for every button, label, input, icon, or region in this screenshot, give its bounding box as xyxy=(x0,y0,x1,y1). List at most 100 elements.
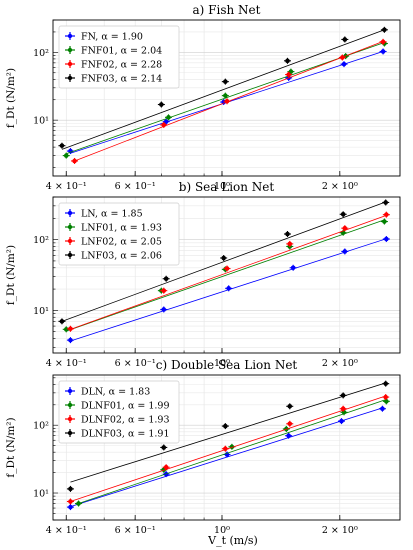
data-point xyxy=(384,212,389,217)
panel-a: a) Fish Net 4 × 10⁻¹ 6 × 10⁻¹ 10⁰ 2 × 10⁰ 10¹… xyxy=(5,3,401,192)
data-point xyxy=(382,27,387,33)
panel-b: b) Sea Lion Net 4 × 10⁻¹ 6 × 10⁻¹ 10⁰ 2 × 10… xyxy=(5,180,401,369)
x-tick-label: 10⁰ xyxy=(214,181,230,192)
fit-line xyxy=(70,407,383,508)
y-axis-label: f_Dt (N/m²) xyxy=(5,68,17,128)
legend-marker-dot xyxy=(67,388,73,394)
legend-marker-dot xyxy=(67,224,73,230)
data-point xyxy=(287,421,293,427)
data-point xyxy=(342,249,348,254)
data-point xyxy=(226,286,231,291)
plot-frame xyxy=(52,19,401,177)
series xyxy=(66,394,390,505)
legend-marker-dot xyxy=(67,33,73,39)
data-point xyxy=(340,211,346,217)
data-point xyxy=(68,326,73,332)
y-tick-label: 10¹ xyxy=(33,489,49,500)
data-point xyxy=(340,55,345,60)
data-point xyxy=(380,39,386,45)
y-axis-label: f_Dt (N/m²) xyxy=(5,417,17,477)
data-point xyxy=(68,499,73,504)
fit-line xyxy=(70,382,386,483)
data-point xyxy=(166,115,171,120)
data-point xyxy=(285,231,290,237)
data-point xyxy=(290,265,296,271)
fit-line xyxy=(66,219,385,332)
data-point xyxy=(72,158,77,164)
data-point xyxy=(383,200,388,205)
legend-label: DLNF01, α = 1.99 xyxy=(81,401,170,412)
x-tick-label: 10⁰ xyxy=(214,525,230,536)
series xyxy=(66,236,390,344)
data-point xyxy=(59,319,65,324)
series xyxy=(66,405,386,511)
data-point xyxy=(383,381,388,386)
legend-marker-dot xyxy=(67,61,73,67)
data-point xyxy=(161,122,167,128)
legend-label: DLN, α = 1.83 xyxy=(81,387,150,398)
legend-label: LNF02, α = 2.05 xyxy=(81,237,162,248)
x-tick-label: 4 × 10⁻¹ xyxy=(46,358,87,369)
y-axis-label: f_Dt (N/m²) xyxy=(5,245,17,305)
legend-label: LNF03, α = 2.06 xyxy=(81,251,162,262)
legend-label: FNF02, α = 2.28 xyxy=(81,60,162,71)
x-axis-label: V_t (m/s) xyxy=(207,534,258,547)
data-point xyxy=(59,143,65,148)
legend-marker-dot xyxy=(67,416,73,422)
legend-marker-dot xyxy=(67,238,73,244)
series xyxy=(66,380,390,492)
legend-marker-dot xyxy=(67,402,73,408)
data-point xyxy=(380,406,385,412)
legend-box xyxy=(58,25,180,89)
plot-frame xyxy=(52,196,401,354)
data-point xyxy=(287,241,293,247)
x-tick-label: 4 × 10⁻¹ xyxy=(46,181,87,192)
data-point xyxy=(63,327,69,332)
y-tick-label: 10² xyxy=(33,48,49,59)
data-point xyxy=(339,418,344,424)
data-point xyxy=(342,225,348,231)
legend-label: FN, α = 1.90 xyxy=(81,32,143,43)
legend-marker-dot xyxy=(67,252,73,258)
legend-box xyxy=(58,202,180,266)
data-point xyxy=(286,433,291,439)
x-tick-label: 4 × 10⁻¹ xyxy=(46,525,87,536)
legend-label: FNF03, α = 2.14 xyxy=(81,74,162,85)
data-point xyxy=(68,486,73,492)
x-tick-label: 2 × 10⁰ xyxy=(322,525,358,536)
data-point xyxy=(383,394,388,400)
data-point xyxy=(163,276,169,282)
data-point xyxy=(68,504,73,510)
data-point xyxy=(224,98,230,104)
legend-label: LN, α = 1.85 xyxy=(81,209,143,220)
x-tick-label: 2 × 10⁰ xyxy=(322,358,358,369)
fit-line xyxy=(61,201,386,322)
data-point xyxy=(68,337,73,343)
x-tick-label: 6 × 10⁻¹ xyxy=(115,525,156,536)
data-point xyxy=(382,219,387,224)
data-point xyxy=(286,72,291,77)
y-tick-label: 10² xyxy=(33,235,49,246)
series xyxy=(71,38,387,164)
data-point xyxy=(76,501,81,506)
data-point xyxy=(223,446,228,452)
legend-marker-dot xyxy=(67,210,73,216)
x-tick-label: 2 × 10⁰ xyxy=(322,181,358,192)
data-point xyxy=(285,58,290,64)
data-point xyxy=(384,399,389,404)
data-point xyxy=(340,406,346,412)
panel-c: c) Double Sea Lion Net 4 × 10⁻¹ 6 × 10⁻¹ 10… xyxy=(5,358,401,536)
legend-box xyxy=(58,380,180,444)
data-point xyxy=(223,79,228,84)
data-point xyxy=(380,49,386,54)
legend: LN, α = 1.85 LNF01, α = 1.93 LNF02, α = 2.… xyxy=(58,202,180,266)
data-point xyxy=(163,119,169,124)
fit-line xyxy=(70,214,387,330)
series xyxy=(66,211,390,332)
fit-line xyxy=(78,399,387,504)
series xyxy=(58,26,388,150)
legend: FN, α = 1.90 FNF01, α = 2.04 FNF02, α = 2.… xyxy=(58,25,180,89)
fit-line xyxy=(61,29,385,150)
panel-title: a) Fish Net xyxy=(193,3,261,17)
